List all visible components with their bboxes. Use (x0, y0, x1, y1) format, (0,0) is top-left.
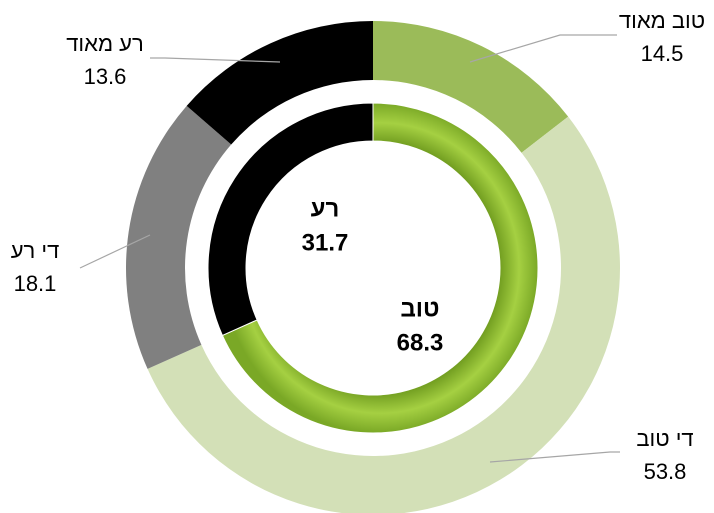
donut-segment (186, 21, 373, 145)
leader-line (150, 57, 281, 63)
category-label: טוב מאוד (619, 8, 705, 33)
donut-segment (373, 21, 569, 153)
value-label: 31.7 (302, 229, 349, 256)
donut-segment (126, 105, 232, 369)
category-label: רע מאוד (66, 31, 144, 56)
category-label: טוב (400, 295, 439, 322)
donut-segment (147, 116, 620, 513)
leader-line (489, 451, 620, 463)
leader-line (79, 234, 151, 269)
category-label: די רע (11, 238, 60, 263)
value-label: 18.1 (14, 271, 57, 296)
value-label: 14.5 (641, 41, 684, 66)
value-label: 53.8 (644, 459, 687, 484)
donut-segment (221, 102, 539, 434)
donut-segment (207, 102, 374, 337)
category-label: די טוב (636, 426, 693, 451)
value-label: 68.3 (397, 329, 444, 356)
value-label: 13.6 (84, 64, 127, 89)
category-label: רע (311, 195, 340, 222)
leader-line (469, 34, 617, 63)
